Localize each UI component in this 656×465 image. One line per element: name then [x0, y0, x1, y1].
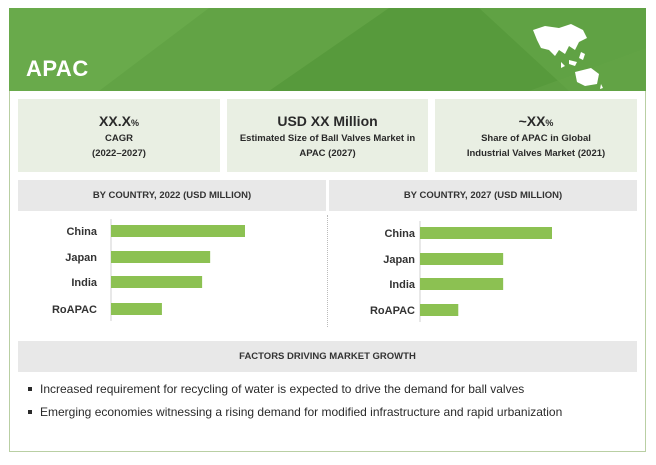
bar-chart-2027: China Japan India RoAPAC [370, 221, 552, 322]
bar [420, 227, 552, 239]
chart-title-2022: BY COUNTRY, 2022 (USD MILLION) [18, 180, 326, 211]
factors-heading: FACTORS DRIVING MARKET GROWTH [18, 341, 637, 372]
category-label: India [389, 279, 416, 291]
kpi-value: XX.X% [99, 113, 139, 129]
kpi-value: USD XX Million [277, 113, 378, 129]
kpi-label: Share of APAC in Global Industrial Valves… [466, 133, 606, 159]
kpi-share: ~XX% Share of APAC in Global Industrial V… [435, 99, 637, 172]
region-header: APAC [9, 8, 646, 91]
bar-chart-2022: China Japan India RoAPAC [52, 219, 245, 321]
asia-pacific-map-icon [533, 24, 603, 89]
kpi-value: ~XX% [518, 113, 554, 129]
category-label: RoAPAC [52, 304, 97, 316]
category-label: China [384, 228, 415, 240]
chart-divider [327, 215, 328, 327]
kpi-label: CAGR (2022–2027) [92, 133, 146, 159]
factor-item: Emerging economies witnessing a rising d… [28, 404, 562, 427]
bar [111, 251, 211, 263]
bar [420, 304, 459, 316]
bar [111, 225, 245, 237]
category-label: India [71, 277, 98, 289]
chart-title-2027: BY COUNTRY, 2027 (USD MILLION) [329, 180, 637, 211]
factor-item: Increased requirement for recycling of w… [28, 381, 562, 404]
factors-list: Increased requirement for recycling of w… [28, 381, 562, 427]
kpi-cagr: XX.X% CAGR (2022–2027) [18, 99, 220, 172]
category-label: Japan [65, 252, 97, 264]
bar [420, 253, 504, 265]
page-title: APAC [26, 56, 89, 81]
category-label: Japan [383, 254, 415, 266]
kpi-label: Estimated Size of Ball Valves Market in A… [239, 133, 416, 159]
category-label: RoAPAC [370, 305, 415, 317]
bar [111, 303, 162, 315]
kpi-market-size: USD XX Million Estimated Size of Ball Va… [227, 99, 428, 172]
bar [420, 278, 504, 290]
bullet-icon [28, 410, 32, 414]
bullet-icon [28, 387, 32, 391]
category-label: China [66, 226, 97, 238]
bar [111, 276, 203, 288]
